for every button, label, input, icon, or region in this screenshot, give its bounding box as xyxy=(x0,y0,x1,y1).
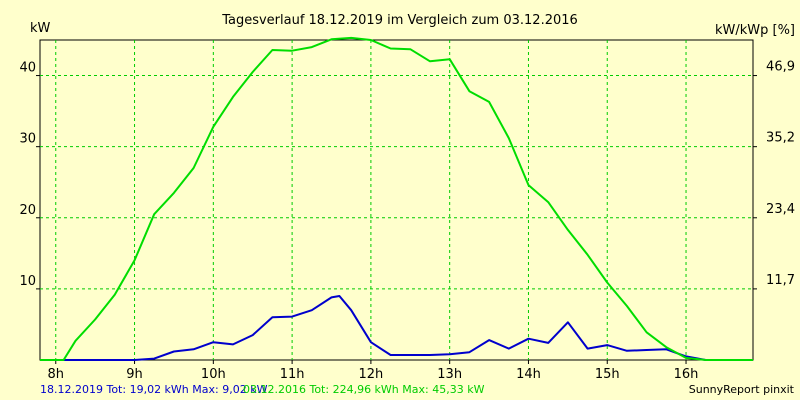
x-tick-label: 12h xyxy=(359,367,384,382)
x-tick-label: 15h xyxy=(595,367,620,382)
y-tick-label-left: 20 xyxy=(19,203,36,218)
y-tick-label-left: 40 xyxy=(19,61,36,76)
x-tick-label: 10h xyxy=(201,367,226,382)
axes-labels: Tagesverlauf 18.12.2019 im Vergleich zum… xyxy=(19,13,795,382)
x-tick-label: 8h xyxy=(47,367,64,382)
chart-title: Tagesverlauf 18.12.2019 im Vergleich zum… xyxy=(221,13,578,28)
grid xyxy=(36,40,757,364)
y-axis-right-label: kW/kWp [%] xyxy=(715,23,795,38)
x-tick-label: 9h xyxy=(126,367,143,382)
footer-brand: SunnyReport pinxit xyxy=(688,383,794,396)
x-tick-label: 11h xyxy=(280,367,305,382)
y-tick-label-right: 46,9 xyxy=(766,60,795,75)
y-tick-label-right: 23,4 xyxy=(766,202,795,217)
series-group xyxy=(40,36,753,361)
series-line-18-12-2019 xyxy=(40,295,753,361)
y-tick-label-left: 30 xyxy=(19,132,36,147)
x-tick-label: 16h xyxy=(674,367,699,382)
footer-green-stats: 03.12.2016 Tot: 224,96 kWh Max: 45,33 kW xyxy=(243,383,485,396)
footer-blue-stats: 18.12.2019 Tot: 19,02 kWh Max: 9,02 kW xyxy=(40,383,268,396)
series-line-03-12-2016 xyxy=(40,36,753,361)
plot-area xyxy=(39,39,754,361)
y-tick-label-right: 11,7 xyxy=(766,273,795,288)
x-tick-label: 13h xyxy=(437,367,462,382)
y-axis-left-label: kW xyxy=(30,21,51,36)
y-tick-label-left: 10 xyxy=(19,274,36,289)
y-tick-label-right: 35,2 xyxy=(766,131,795,146)
footer: 18.12.2019 Tot: 19,02 kWh Max: 9,02 kW 0… xyxy=(0,383,800,399)
x-tick-label: 14h xyxy=(516,367,541,382)
